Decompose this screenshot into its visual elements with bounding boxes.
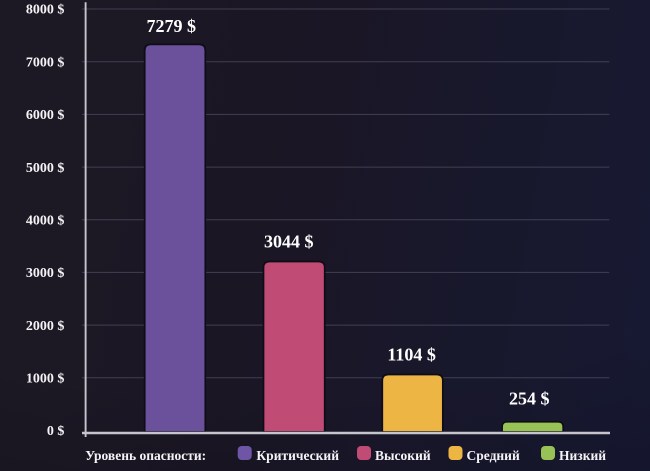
svg-text:1000 $: 1000 $ <box>26 372 65 387</box>
svg-text:5000 $: 5000 $ <box>26 161 65 176</box>
svg-text:3000 $: 3000 $ <box>26 266 65 281</box>
svg-text:8000 $: 8000 $ <box>26 3 65 18</box>
svg-text:3044 $: 3044 $ <box>264 232 314 252</box>
svg-text:Низкий: Низкий <box>559 448 606 463</box>
svg-text:Критический: Критический <box>256 448 339 463</box>
svg-text:1104 $: 1104 $ <box>387 345 436 365</box>
svg-text:7000 $: 7000 $ <box>26 55 65 70</box>
svg-text:7279 $: 7279 $ <box>147 16 197 36</box>
svg-text:Высокий: Высокий <box>375 448 431 463</box>
svg-text:6000 $: 6000 $ <box>26 108 65 123</box>
svg-text:4000 $: 4000 $ <box>26 214 65 229</box>
svg-text:Средний: Средний <box>467 448 520 463</box>
svg-text:0 $: 0 $ <box>47 424 65 439</box>
svg-text:Уровень опасности:: Уровень опасности: <box>85 448 206 463</box>
svg-text:2000 $: 2000 $ <box>26 319 65 334</box>
svg-text:254 $: 254 $ <box>509 388 550 408</box>
